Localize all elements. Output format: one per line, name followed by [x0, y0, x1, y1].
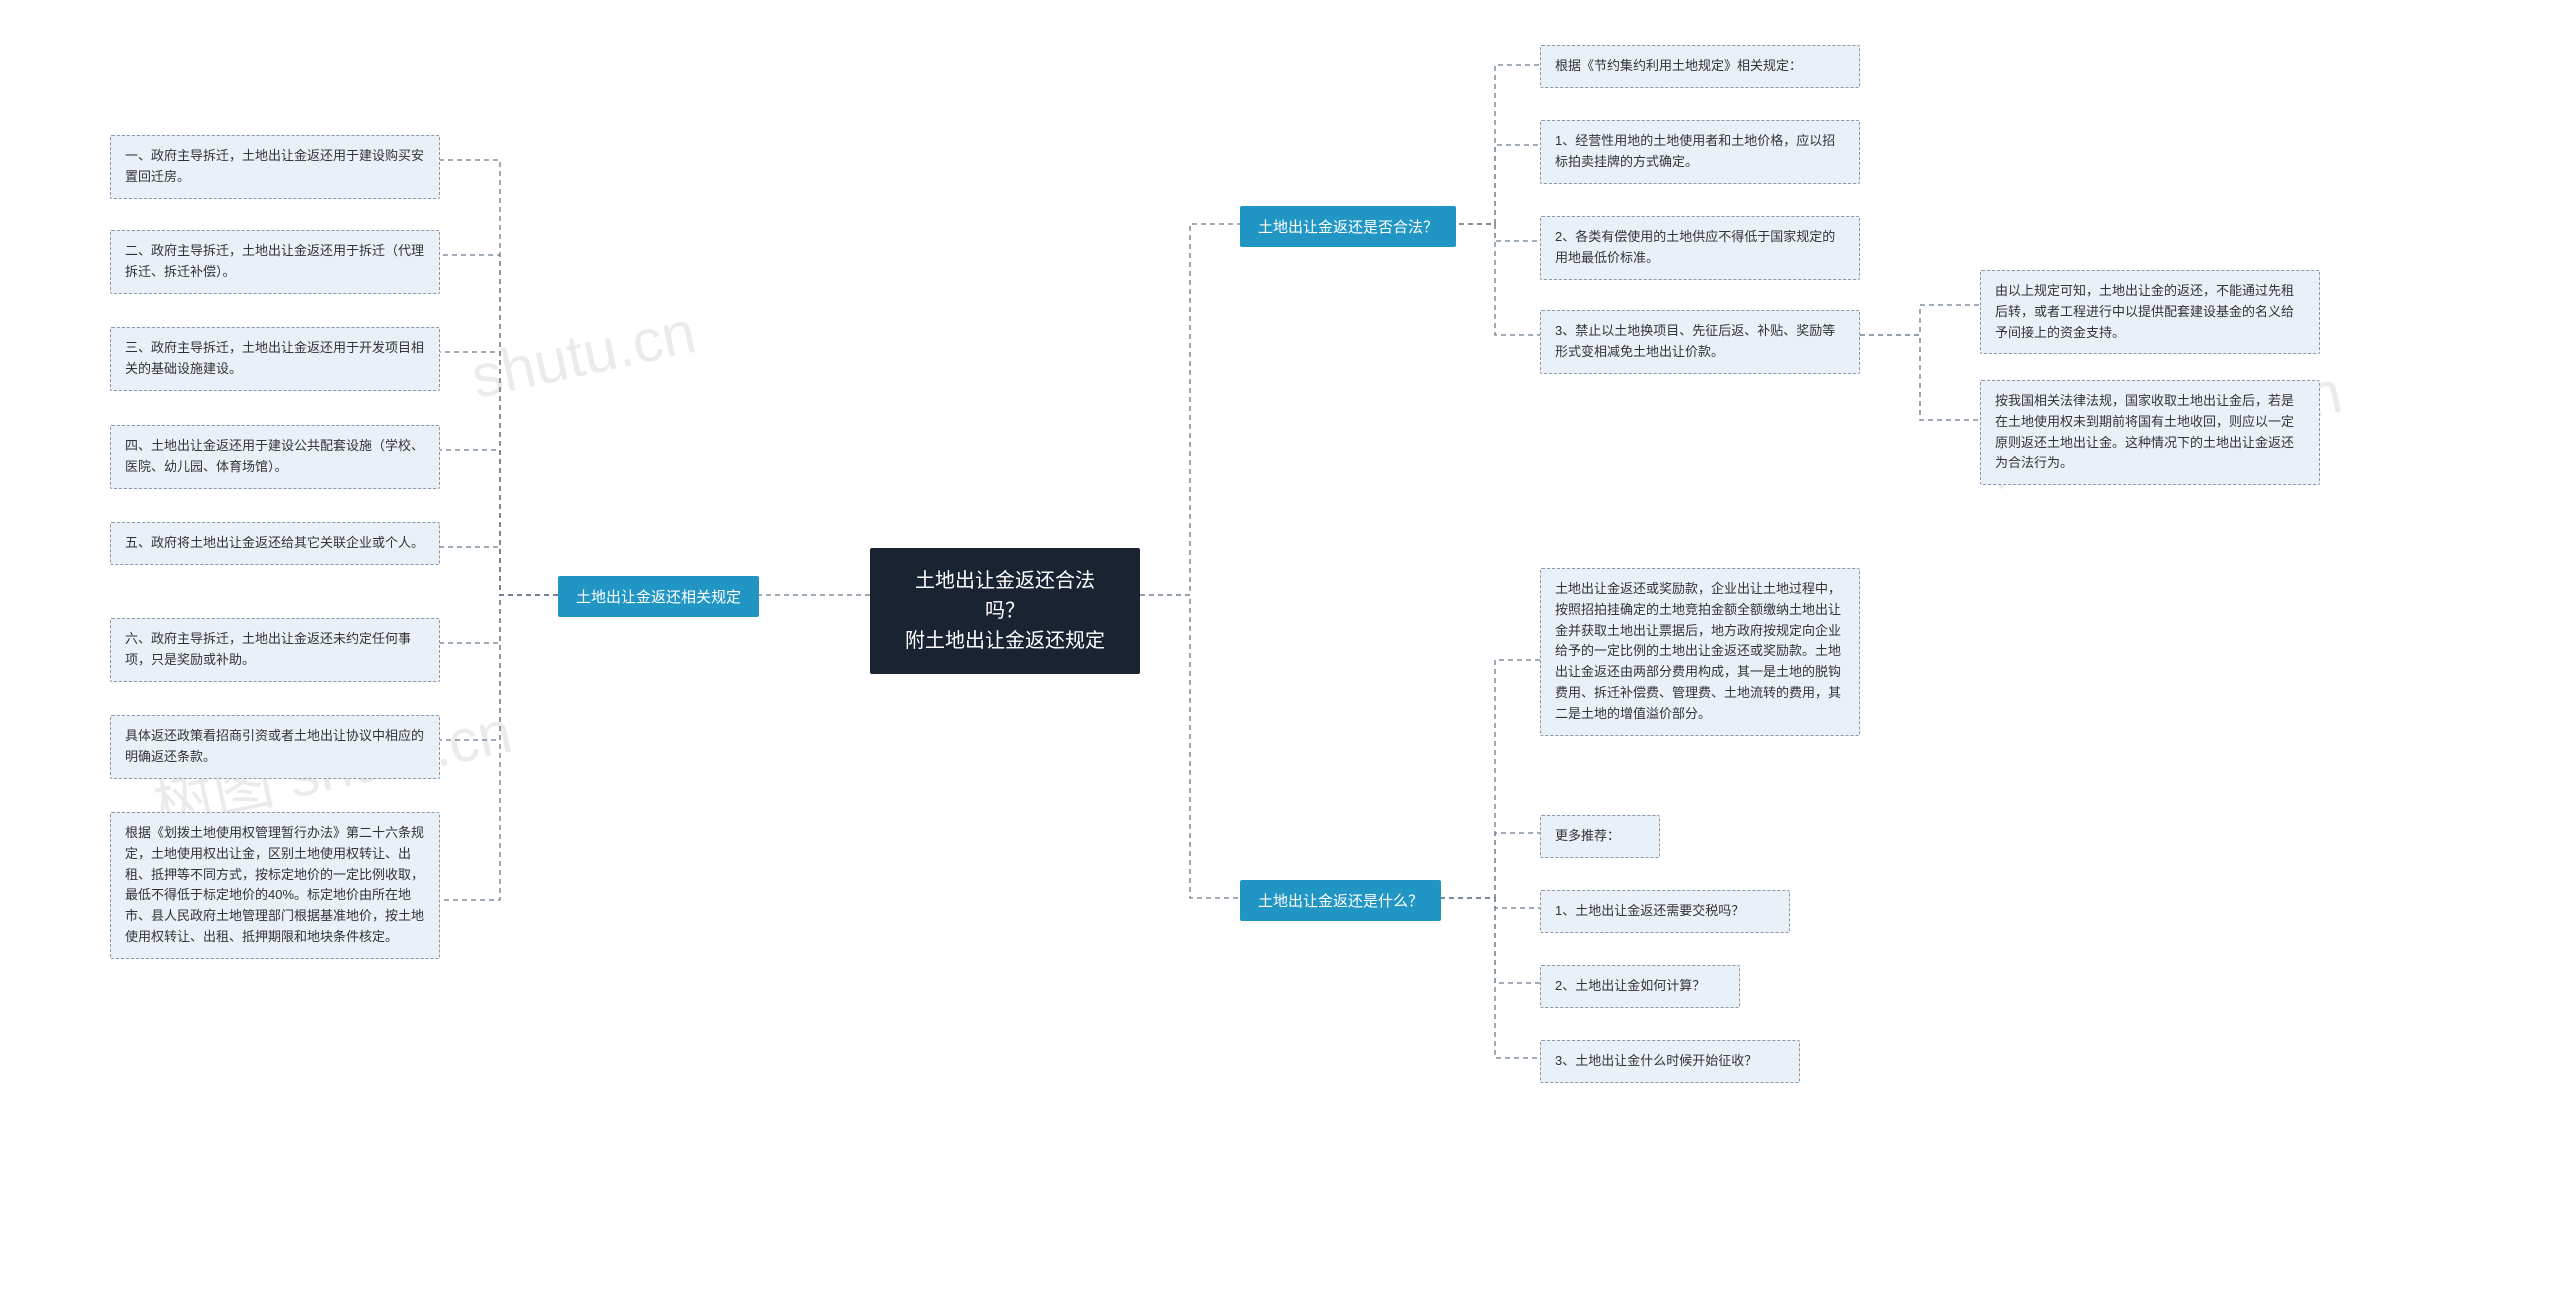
branch-right-bottom: 土地出让金返还是什么？: [1240, 880, 1441, 921]
leaf-rt-3: 3、禁止以土地换项目、先征后返、补贴、奖励等形式变相减免土地出让价款。: [1540, 310, 1860, 374]
leaf-rt-3-sub-1: 按我国相关法律法规，国家收取土地出让金后，若是在土地使用权未到期前将国有土地收回…: [1980, 380, 2320, 485]
center-line2: 附土地出让金返还规定: [905, 630, 1105, 652]
leaf-rb-1: 更多推荐：: [1540, 815, 1660, 858]
branch-left: 土地出让金返还相关规定: [558, 576, 759, 617]
leaf-rt-3-sub-0: 由以上规定可知，土地出让金的返还，不能通过先租后转，或者工程进行中以提供配套建设…: [1980, 270, 2320, 354]
leaf-left-5: 六、政府主导拆迁，土地出让金返还未约定任何事项，只是奖励或补助。: [110, 618, 440, 682]
leaf-left-7: 根据《划拨土地使用权管理暂行办法》第二十六条规定，土地使用权出让金，区别土地使用…: [110, 812, 440, 959]
leaf-rt-2: 2、各类有偿使用的土地供应不得低于国家规定的用地最低价标准。: [1540, 216, 1860, 280]
leaf-left-3: 四、土地出让金返还用于建设公共配套设施（学校、医院、幼儿园、体育场馆）。: [110, 425, 440, 489]
leaf-left-1: 二、政府主导拆迁，土地出让金返还用于拆迁（代理拆迁、拆迁补偿）。: [110, 230, 440, 294]
leaf-rt-0: 根据《节约集约利用土地规定》相关规定：: [1540, 45, 1860, 88]
leaf-rb-0: 土地出让金返还或奖励款，企业出让土地过程中，按照招拍挂确定的土地竞拍金额全额缴纳…: [1540, 568, 1860, 736]
branch-right-top: 土地出让金返还是否合法？: [1240, 206, 1456, 247]
leaf-left-6: 具体返还政策看招商引资或者土地出让协议中相应的明确返还条款。: [110, 715, 440, 779]
leaf-left-4: 五、政府将土地出让金返还给其它关联企业或个人。: [110, 522, 440, 565]
leaf-rt-1: 1、经营性用地的土地使用者和土地价格，应以招标拍卖挂牌的方式确定。: [1540, 120, 1860, 184]
watermark: shutu.cn: [465, 297, 701, 412]
leaf-rb-3: 2、土地出让金如何计算？: [1540, 965, 1740, 1008]
center-line1: 土地出让金返还合法吗？: [915, 570, 1095, 622]
leaf-rb-4: 3、土地出让金什么时候开始征收？: [1540, 1040, 1800, 1083]
leaf-left-2: 三、政府主导拆迁，土地出让金返还用于开发项目相关的基础设施建设。: [110, 327, 440, 391]
center-node: 土地出让金返还合法吗？ 附土地出让金返还规定: [870, 548, 1140, 674]
leaf-rb-2: 1、土地出让金返还需要交税吗？: [1540, 890, 1790, 933]
leaf-left-0: 一、政府主导拆迁，土地出让金返还用于建设购买安置回迁房。: [110, 135, 440, 199]
